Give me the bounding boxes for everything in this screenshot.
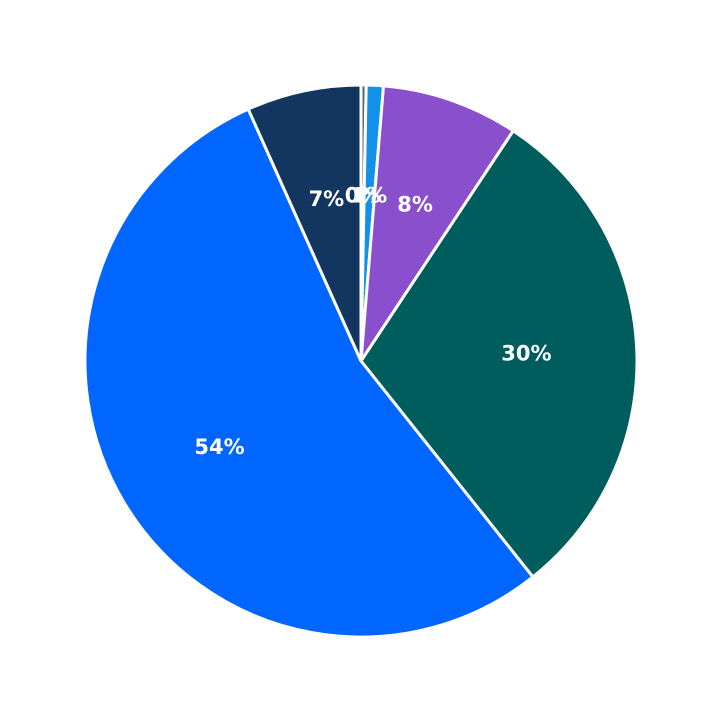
- pie-slice-3: [359, 129, 639, 579]
- pie-slice-label-5: 7%: [309, 187, 345, 211]
- pie-slice-label-2: 8%: [397, 192, 433, 216]
- pie-slice-2: [359, 84, 515, 363]
- pie-slices: [83, 83, 639, 639]
- pie-slice-4: [83, 107, 535, 639]
- pie-labels: 0%1% 8% 30% 54% 7%: [194, 183, 551, 459]
- pie-slice-label-0: 0%: [345, 183, 381, 207]
- pie-slice-label-4: 54%: [194, 435, 244, 459]
- pie-slice-5: [246, 83, 363, 363]
- pie-slice-label-1: 1%: [351, 184, 387, 208]
- pie-slice-label-3: 30%: [501, 342, 551, 366]
